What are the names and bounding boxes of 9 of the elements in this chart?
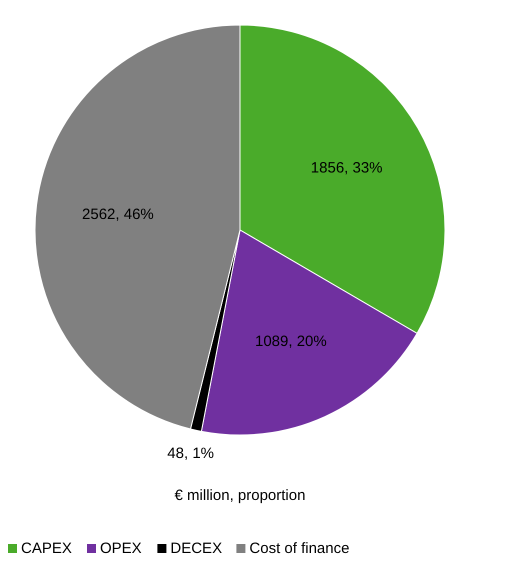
legend-label: CAPEX bbox=[21, 540, 72, 557]
legend-label: DECEX bbox=[170, 540, 222, 557]
data-label: 48, 1% bbox=[167, 445, 214, 462]
text: € million, proportion bbox=[174, 487, 306, 504]
data-label: 1856, 33% bbox=[310, 160, 383, 177]
data-label: 2562, 46% bbox=[82, 206, 154, 224]
legend-label: Cost of finance bbox=[249, 540, 350, 557]
data-label: 1089, 20% bbox=[255, 332, 327, 350]
legend-label: OPEX bbox=[100, 540, 142, 557]
